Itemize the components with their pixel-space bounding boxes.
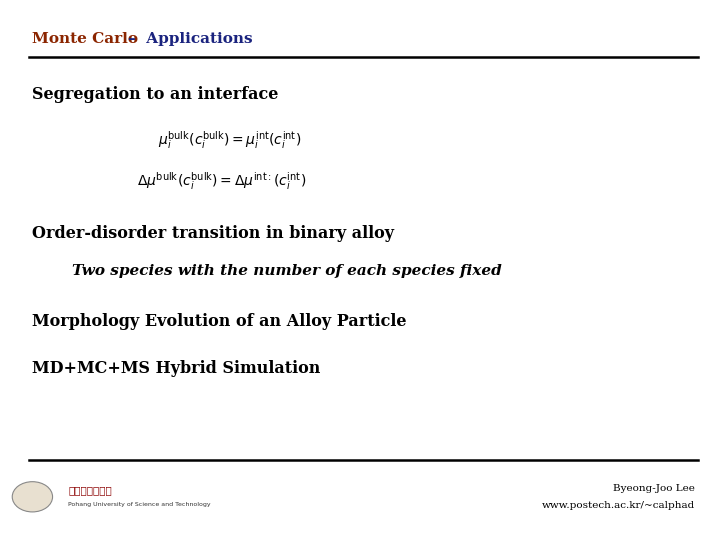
Text: –  Applications: – Applications — [128, 32, 253, 46]
Text: Pohang University of Science and Technology: Pohang University of Science and Technol… — [68, 502, 211, 508]
Text: Morphology Evolution of an Alloy Particle: Morphology Evolution of an Alloy Particl… — [32, 313, 407, 330]
Text: MD+MC+MS Hybrid Simulation: MD+MC+MS Hybrid Simulation — [32, 360, 321, 377]
Text: $\Delta\mu^{\mathrm{bulk}}(c_i^{\mathrm{bulk}}) = \Delta\mu^{\mathrm{int:}}(c_i^: $\Delta\mu^{\mathrm{bulk}}(c_i^{\mathrm{… — [137, 170, 306, 192]
Text: Monte Carlo: Monte Carlo — [32, 32, 138, 46]
Text: www.postech.ac.kr/~calphad: www.postech.ac.kr/~calphad — [541, 502, 695, 510]
Text: Segregation to an interface: Segregation to an interface — [32, 86, 279, 103]
Circle shape — [12, 482, 53, 512]
Text: Order-disorder transition in binary alloy: Order-disorder transition in binary allo… — [32, 225, 395, 242]
Text: Byeong-Joo Lee: Byeong-Joo Lee — [613, 484, 695, 493]
Text: 포항공과대학교: 포항공과대학교 — [68, 485, 112, 495]
Text: Two species with the number of each species fixed: Two species with the number of each spec… — [72, 264, 502, 278]
Text: $\mu_i^{\mathrm{bulk}}(c_i^{\mathrm{bulk}}) = \mu_i^{\mathrm{int}}(c_i^{\mathrm{: $\mu_i^{\mathrm{bulk}}(c_i^{\mathrm{bulk… — [158, 130, 302, 151]
